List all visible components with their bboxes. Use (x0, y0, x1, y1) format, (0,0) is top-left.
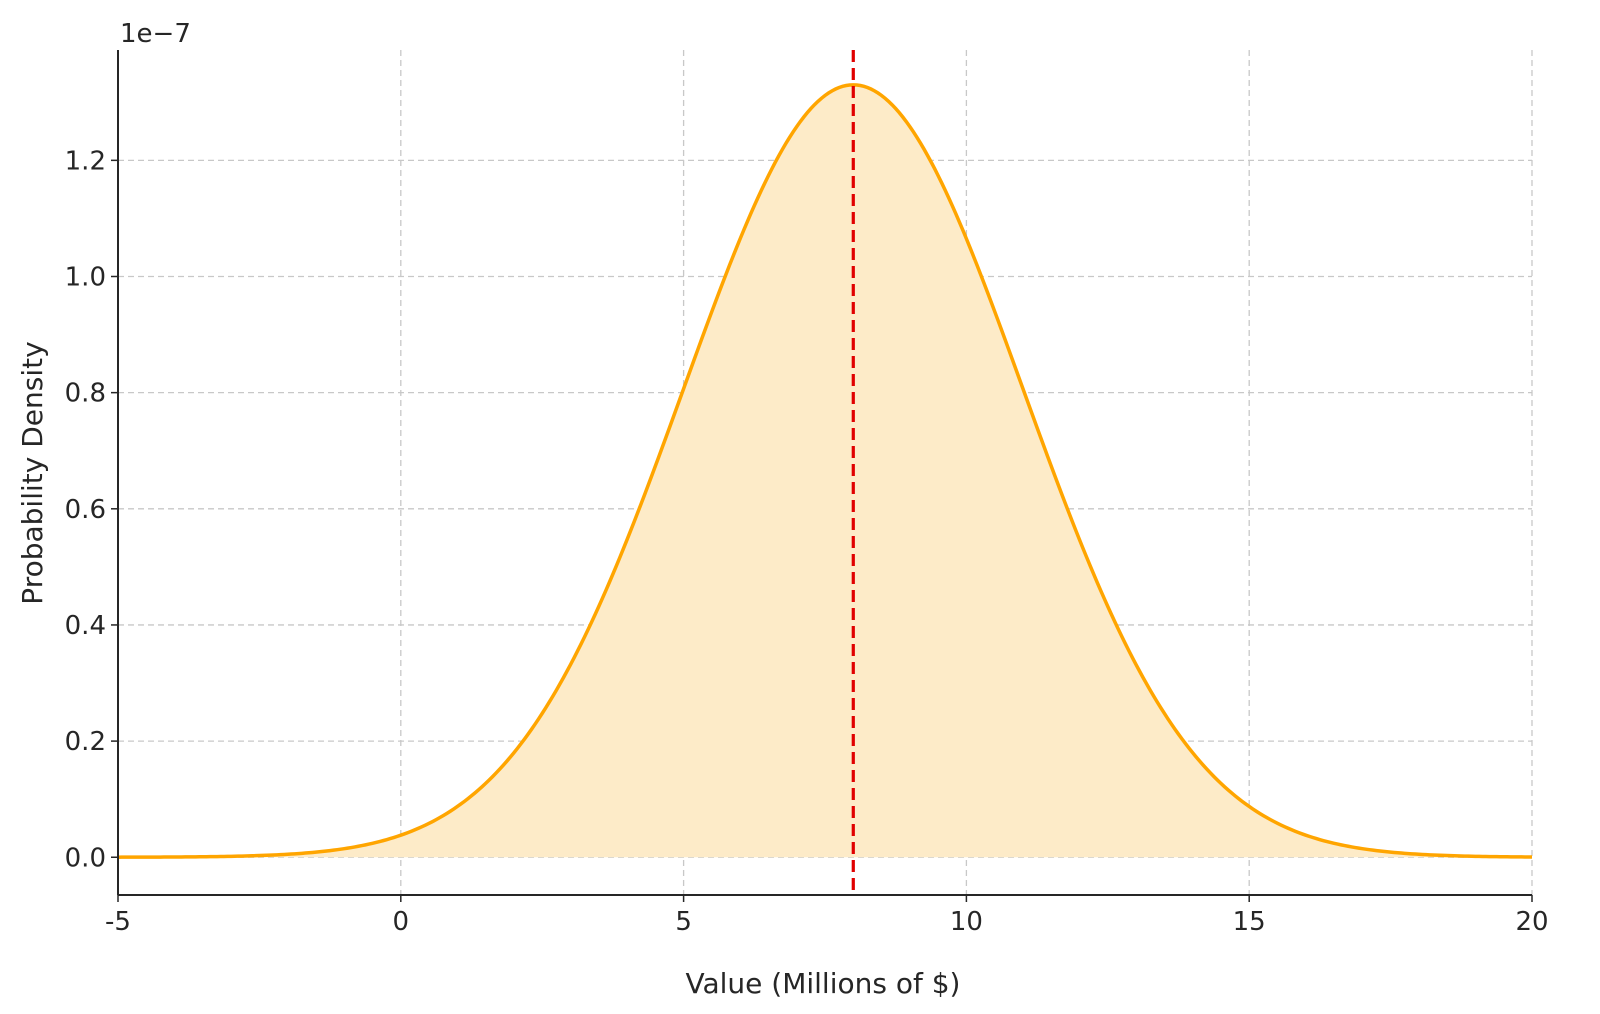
y-tick-label-3: 0.6 (65, 495, 106, 525)
x-tick-label-4: 15 (1233, 907, 1266, 937)
y-tick-label-2: 0.4 (65, 611, 106, 641)
x-tick-label-1: 0 (393, 907, 410, 937)
x-tick-label-0: -5 (105, 907, 131, 937)
y-ticks: 0.0 0.2 0.4 0.6 0.8 1.0 1.2 (65, 146, 118, 873)
y-tick-label-6: 1.2 (65, 146, 106, 176)
x-tick-label-5: 20 (1515, 907, 1548, 937)
y-axis-label: Probability Density (16, 341, 49, 604)
x-axis-label: Value (Millions of $) (686, 967, 961, 1000)
y-tick-label-5: 1.0 (65, 262, 106, 292)
x-tick-label-2: 5 (675, 907, 692, 937)
density-area-fill (118, 84, 1532, 858)
density-curve (117, 83, 1533, 859)
grid-lines (118, 50, 1533, 895)
x-ticks: -5 0 5 10 15 20 (105, 895, 1549, 937)
x-tick-label-3: 10 (950, 907, 983, 937)
y-tick-label-4: 0.8 (65, 379, 106, 409)
y-tick-label-0: 0.0 (65, 843, 106, 873)
y-offset-label: 1e−7 (120, 19, 191, 49)
y-tick-label-1: 0.2 (65, 727, 106, 757)
